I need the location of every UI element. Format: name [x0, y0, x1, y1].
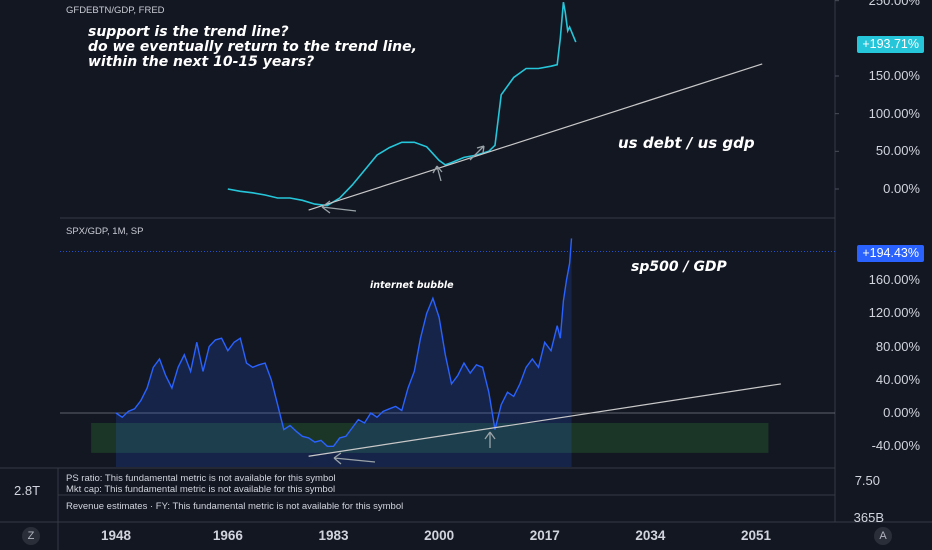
debt-gdp-plot [227, 0, 839, 211]
spx-gdp-plot [60, 238, 835, 467]
bottom-y-tick-label: 120.00% [868, 305, 920, 321]
x-tick-label: 1948 [100, 528, 132, 543]
question-line-2: do we eventually return to the trend lin… [88, 39, 417, 55]
left-scale-value: 2.8T [14, 483, 41, 498]
spx-gdp-area [116, 238, 572, 467]
x-tick-label: 2051 [740, 528, 772, 543]
x-tick-label: 2017 [529, 528, 560, 543]
x-tick-label: 2000 [424, 528, 455, 543]
debt-gdp-label: us debt / us gdp [618, 134, 755, 152]
auto-scale-button[interactable]: A [874, 527, 892, 545]
top-pane-symbol: GFDEBTN/GDP, FRED [66, 5, 165, 16]
arrow-2002-low [432, 165, 443, 182]
arrow-2009-low [469, 145, 485, 161]
x-tick-label: 1966 [212, 528, 243, 543]
x-tick-label: 2034 [635, 528, 666, 543]
arrow-annotations [321, 145, 496, 465]
mkt-cap-note: Mkt cap: This fundamental metric is not … [66, 484, 336, 495]
spx-gdp-series-line [115, 238, 573, 447]
bottom-y-tick-label: 160.00% [868, 272, 920, 287]
top-y-tick-label: 250.00% [868, 0, 920, 8]
bottom-y-tick-label: -40.00% [871, 438, 920, 454]
debt-gdp-series-line [227, 2, 577, 207]
bottom-y-tick-label: 0.00% [883, 405, 920, 420]
top-y-tick-label: 100.00% [868, 105, 920, 121]
spx-trend-line [308, 383, 781, 457]
spx-gdp-label: sp500 / GDP [631, 259, 727, 275]
top-y-tick-label: 50.00% [875, 143, 920, 159]
top-y-tick-label: 0.00% [883, 181, 920, 196]
top-last-value-badge: +193.71% [857, 36, 924, 53]
x-tick-label: 1983 [318, 528, 349, 543]
bottom-last-value-badge: +194.43% [857, 245, 924, 262]
zoom-button[interactable]: Z [22, 527, 40, 545]
arrow-spx-2009 [484, 431, 496, 448]
top-y-tick-label: 150.00% [868, 68, 920, 83]
internet-bubble-label: internet bubble [370, 280, 454, 291]
bottom-y-tick-label: 80.00% [875, 338, 920, 354]
mkt-cap-scale-value: 7.50 [854, 473, 880, 488]
arrow-spx-1982 [333, 452, 376, 465]
bottom-pane-symbol: SPX/GDP, 1M, SP [66, 226, 144, 237]
debt-trend-line [308, 63, 763, 211]
question-line-3: within the next 10-15 years? [88, 54, 315, 70]
ps-ratio-note: PS ratio: This fundamental metric is not… [66, 473, 336, 484]
revenue-note: Revenue estimates · FY: This fundamental… [66, 501, 404, 512]
bottom-y-tick-label: 40.00% [875, 371, 920, 387]
revenue-scale-value: 365B [853, 510, 884, 525]
question-line-1: support is the trend line? [88, 24, 289, 40]
arrow-1982-low [321, 200, 357, 214]
